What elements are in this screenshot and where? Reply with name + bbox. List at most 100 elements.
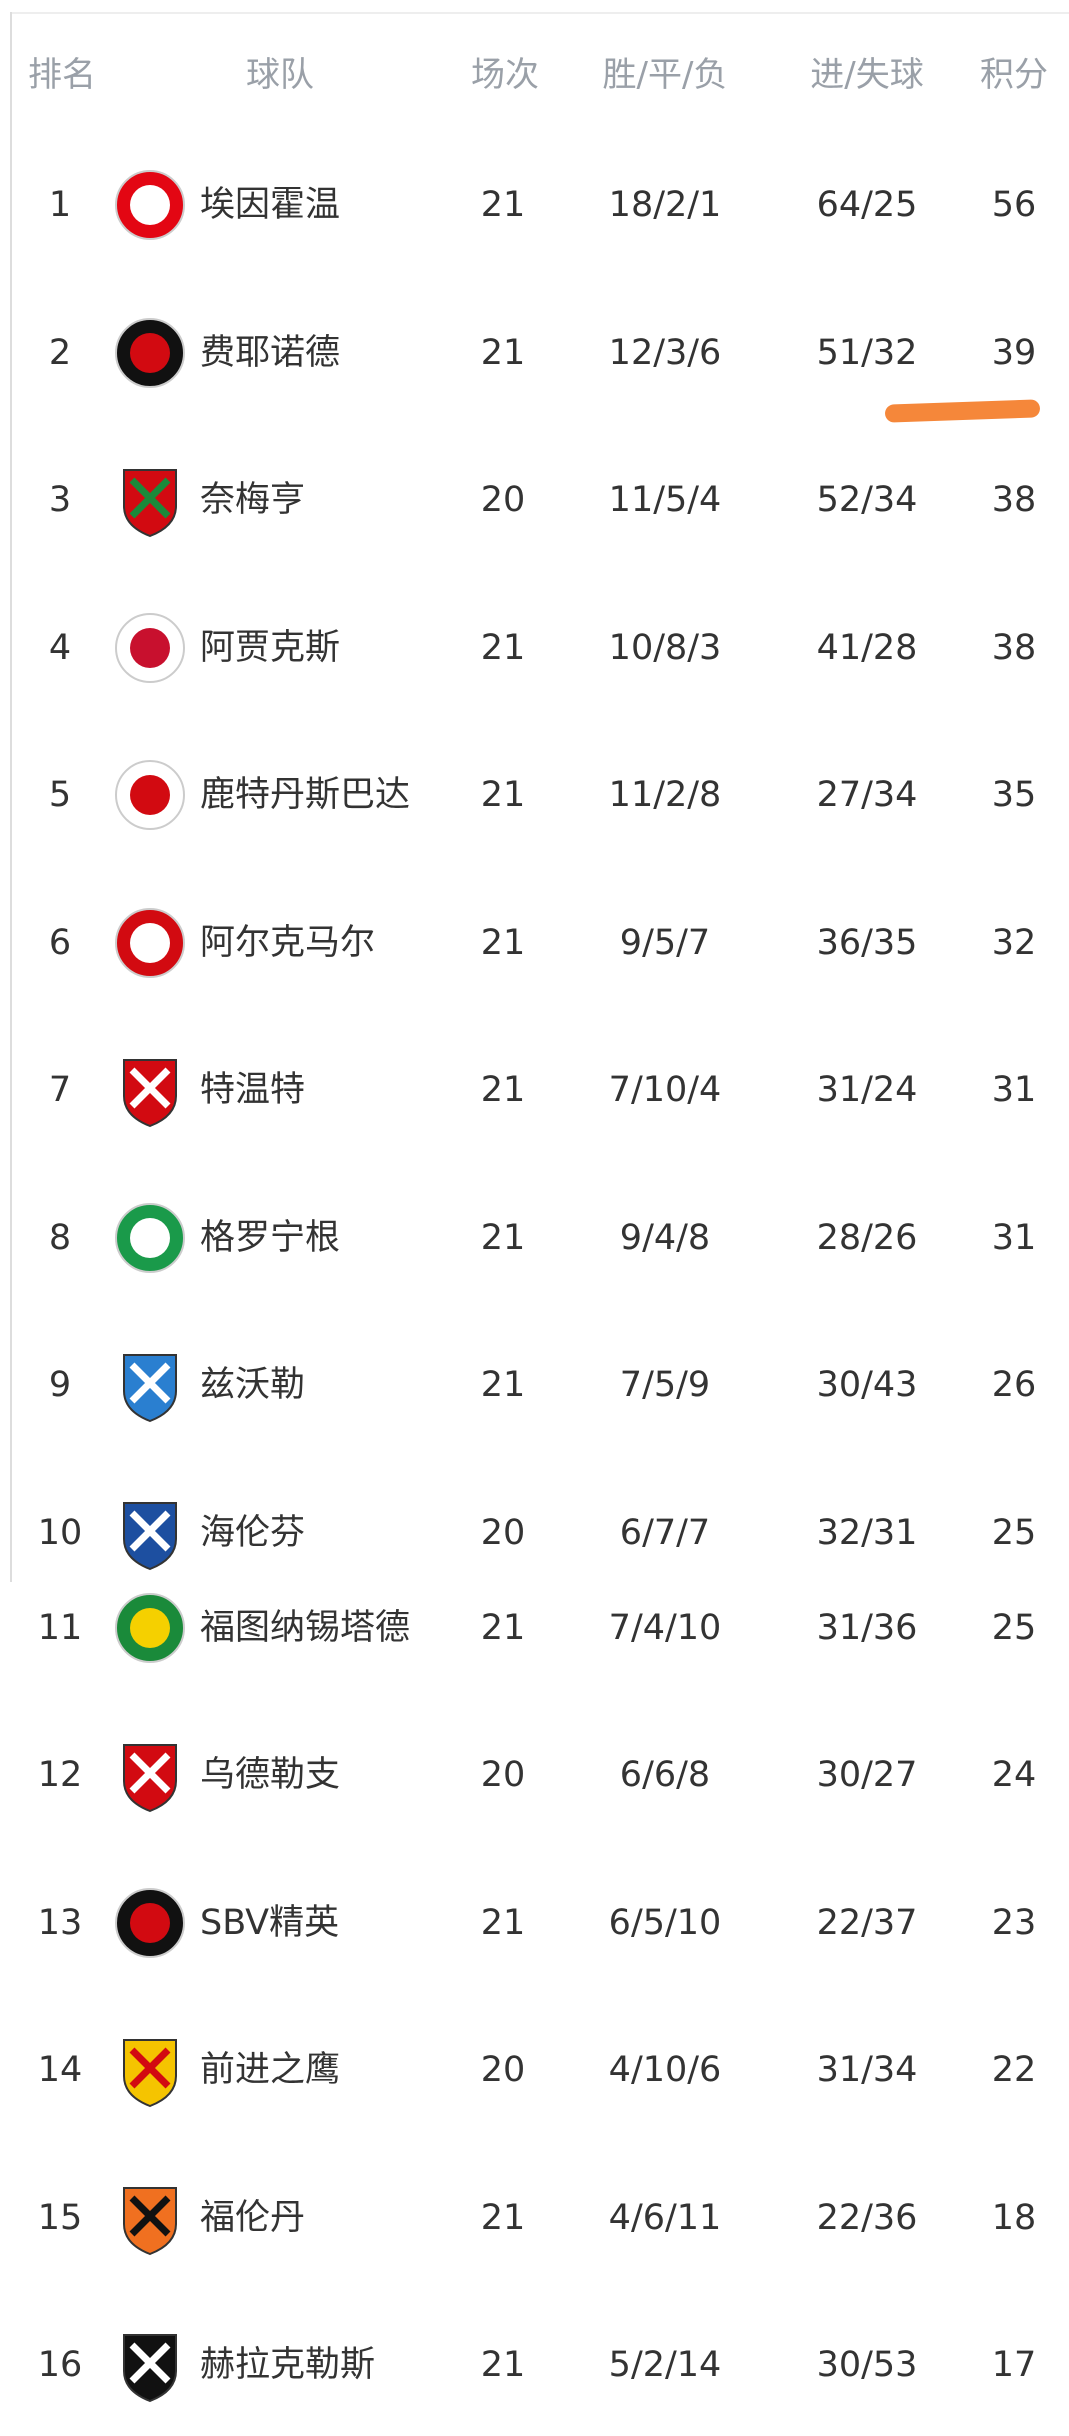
- points: 39: [991, 333, 1037, 373]
- table-row[interactable]: 2 费耶诺德 21 12/3/6 51/32 39: [0, 313, 1069, 393]
- team-name[interactable]: 阿贾克斯: [200, 628, 341, 668]
- team-logo-icon: [115, 1593, 185, 1663]
- team-logo-icon: [123, 1502, 177, 1571]
- points: 25: [991, 1608, 1037, 1648]
- rank: 12: [37, 1755, 83, 1795]
- points: 23: [991, 1903, 1037, 1943]
- team-logo-icon: [115, 318, 185, 388]
- table-row[interactable]: 8 格罗宁根 21 9/4/8 28/26 31: [0, 1198, 1069, 1278]
- header-points: 积分: [980, 55, 1048, 95]
- team-logo-icon: [115, 908, 185, 978]
- win-draw-loss: 10/8/3: [608, 628, 722, 668]
- points: 35: [991, 775, 1037, 815]
- header-team: 球队: [246, 55, 314, 95]
- table-row[interactable]: 15 福伦丹 21 4/6/11 22/36 18: [0, 2178, 1069, 2258]
- table-row[interactable]: 14 前进之鹰 20 4/10/6 31/34 22: [0, 2030, 1069, 2110]
- played: 21: [480, 1218, 526, 1258]
- rank: 8: [48, 1218, 72, 1258]
- goals-for-against: 36/35: [816, 923, 918, 963]
- header-goals: 进/失球: [810, 55, 924, 95]
- header-wdl: 胜/平/负: [602, 55, 728, 95]
- team-logo-icon: [123, 2187, 177, 2256]
- header-played: 场次: [471, 55, 539, 95]
- table-row[interactable]: 7 特温特 21 7/10/4 31/24 31: [0, 1050, 1069, 1130]
- goals-for-against: 31/24: [816, 1070, 918, 1110]
- points: 17: [991, 2345, 1037, 2385]
- team-logo-icon: [115, 1888, 185, 1958]
- win-draw-loss: 7/5/9: [619, 1365, 711, 1405]
- team-name[interactable]: 埃因霍温: [200, 185, 341, 225]
- win-draw-loss: 9/4/8: [619, 1218, 711, 1258]
- table-row[interactable]: 6 阿尔克马尔 21 9/5/7 36/35 32: [0, 903, 1069, 983]
- played: 21: [480, 775, 526, 815]
- points: 22: [991, 2050, 1037, 2090]
- header-rank: 排名: [28, 55, 96, 95]
- win-draw-loss: 4/10/6: [608, 2050, 722, 2090]
- played: 21: [480, 1903, 526, 1943]
- rank: 3: [48, 480, 72, 520]
- team-name[interactable]: 格罗宁根: [200, 1218, 341, 1258]
- team-logo-icon: [123, 2039, 177, 2108]
- table-row[interactable]: 4 阿贾克斯 21 10/8/3 41/28 38: [0, 608, 1069, 688]
- win-draw-loss: 6/6/8: [619, 1755, 711, 1795]
- table-row[interactable]: 11 福图纳锡塔德 21 7/4/10 31/36 25: [0, 1588, 1069, 1668]
- goals-for-against: 64/25: [816, 185, 918, 225]
- win-draw-loss: 11/2/8: [608, 775, 722, 815]
- played: 20: [480, 2050, 526, 2090]
- win-draw-loss: 7/10/4: [608, 1070, 722, 1110]
- table-row[interactable]: 10 海伦芬 20 6/7/7 32/31 25: [0, 1493, 1069, 1573]
- goals-for-against: 30/27: [816, 1755, 918, 1795]
- team-name[interactable]: 福图纳锡塔德: [200, 1608, 411, 1648]
- team-name[interactable]: 特温特: [200, 1070, 306, 1110]
- team-name[interactable]: 阿尔克马尔: [200, 923, 376, 963]
- team-name[interactable]: 鹿特丹斯巴达: [200, 775, 411, 815]
- rank: 6: [48, 923, 72, 963]
- team-logo-icon: [115, 1203, 185, 1273]
- table-row[interactable]: 5 鹿特丹斯巴达 21 11/2/8 27/34 35: [0, 755, 1069, 835]
- team-name[interactable]: 兹沃勒: [200, 1365, 306, 1405]
- team-name[interactable]: SBV精英: [200, 1903, 340, 1943]
- table-row[interactable]: 3 奈梅亨 20 11/5/4 52/34 38: [0, 460, 1069, 540]
- team-name[interactable]: 费耶诺德: [200, 333, 341, 373]
- table-row[interactable]: 13 SBV精英 21 6/5/10 22/37 23: [0, 1883, 1069, 1963]
- played: 21: [480, 1365, 526, 1405]
- points: 18: [991, 2198, 1037, 2238]
- team-name[interactable]: 福伦丹: [200, 2198, 306, 2238]
- goals-for-against: 22/36: [816, 2198, 918, 2238]
- team-logo-icon: [115, 170, 185, 240]
- goals-for-against: 32/31: [816, 1513, 918, 1553]
- points: 32: [991, 923, 1037, 963]
- team-name[interactable]: 海伦芬: [200, 1513, 306, 1553]
- team-logo-icon: [123, 469, 177, 538]
- points: 56: [991, 185, 1037, 225]
- team-logo-icon: [123, 1354, 177, 1423]
- played: 21: [480, 333, 526, 373]
- team-logo-icon: [115, 613, 185, 683]
- rank: 15: [37, 2198, 83, 2238]
- team-logo-icon: [123, 1059, 177, 1128]
- rank: 2: [48, 333, 72, 373]
- goals-for-against: 31/36: [816, 1608, 918, 1648]
- goals-for-against: 22/37: [816, 1903, 918, 1943]
- points: 31: [991, 1218, 1037, 1258]
- win-draw-loss: 6/7/7: [619, 1513, 711, 1553]
- table-row[interactable]: 1 埃因霍温 21 18/2/1 64/25 56: [0, 165, 1069, 245]
- win-draw-loss: 18/2/1: [608, 185, 722, 225]
- points: 38: [991, 480, 1037, 520]
- team-name[interactable]: 赫拉克勒斯: [200, 2345, 376, 2385]
- team-logo-icon: [123, 2334, 177, 2403]
- goals-for-against: 30/43: [816, 1365, 918, 1405]
- table-row[interactable]: 9 兹沃勒 21 7/5/9 30/43 26: [0, 1345, 1069, 1425]
- team-name[interactable]: 乌德勒支: [200, 1755, 341, 1795]
- team-name[interactable]: 前进之鹰: [200, 2050, 341, 2090]
- played: 21: [480, 185, 526, 225]
- team-name[interactable]: 奈梅亨: [200, 480, 306, 520]
- played: 20: [480, 1513, 526, 1553]
- win-draw-loss: 6/5/10: [608, 1903, 722, 1943]
- goals-for-against: 28/26: [816, 1218, 918, 1258]
- top-divider: [10, 12, 1069, 14]
- goals-for-against: 31/34: [816, 2050, 918, 2090]
- table-row[interactable]: 16 赫拉克勒斯 21 5/2/14 30/53 17: [0, 2325, 1069, 2405]
- rank: 7: [48, 1070, 72, 1110]
- table-row[interactable]: 12 乌德勒支 20 6/6/8 30/27 24: [0, 1735, 1069, 1815]
